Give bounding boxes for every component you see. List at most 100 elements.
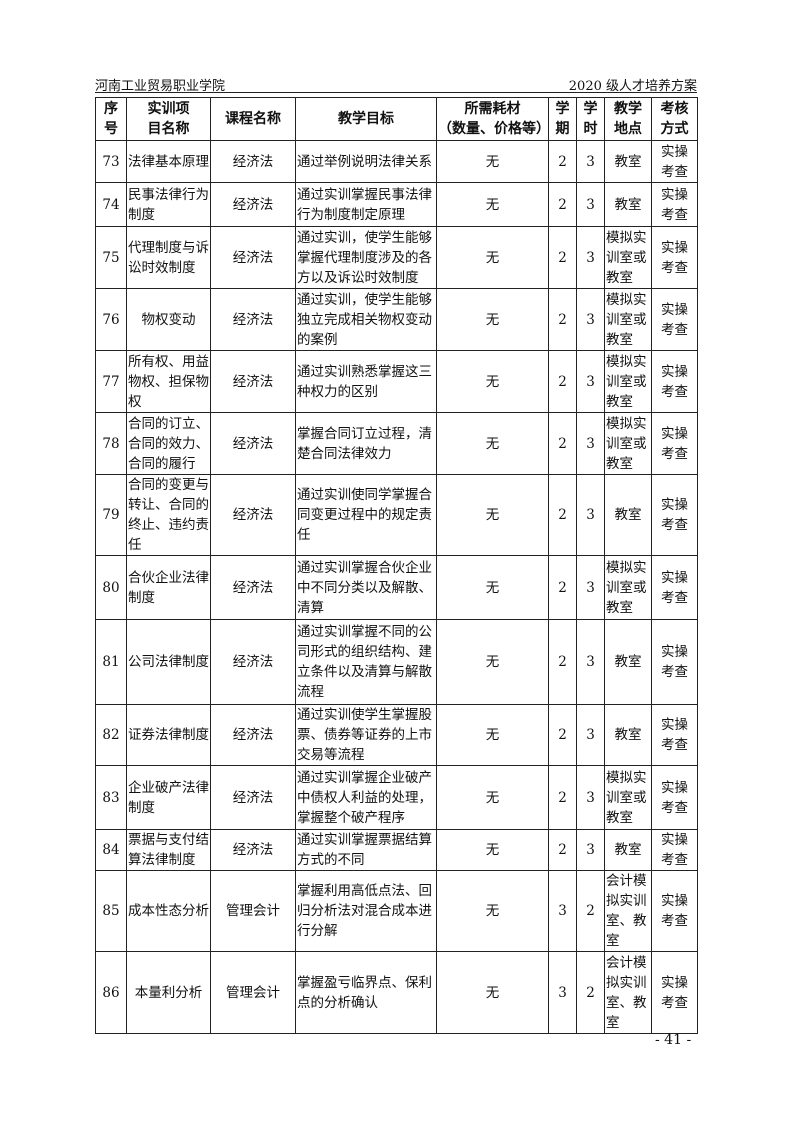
cell-assessment: 实操 考查 bbox=[651, 350, 698, 413]
cell-hours: 2 bbox=[576, 870, 605, 952]
cell-no: 75 bbox=[95, 226, 127, 289]
cell-course: 经济法 bbox=[210, 288, 296, 351]
cell-place: 模拟实 训室或 教室 bbox=[604, 226, 652, 289]
cell-materials: 无 bbox=[436, 350, 549, 413]
cell-project-name: 合同的变更与 转让、合同的 终止、违约责 任 bbox=[126, 474, 211, 556]
page-number: - 41 - bbox=[655, 1032, 692, 1048]
cell-hours: 3 bbox=[576, 474, 605, 556]
cell-assessment: 实操 考查 bbox=[651, 829, 698, 871]
cell-assessment: 实操 考查 bbox=[651, 619, 698, 705]
training-projects-table: 序 号 实训项 目名称 课程名称 教学目标 所需耗材 （数量、价格等） 学 期 … bbox=[95, 97, 698, 1034]
cell-course: 管理会计 bbox=[210, 951, 296, 1034]
col-header-materials: 所需耗材 （数量、价格等） bbox=[436, 97, 549, 141]
table-row: 86 本量利分析 管理会计 掌握盈亏临界点、保利 点的分析确认无 3 2 会计模 拟实训 室… bbox=[95, 951, 698, 1034]
cell-assessment: 实操 考查 bbox=[651, 140, 698, 183]
header-document-title: 2020 级人才培养方案 bbox=[568, 79, 697, 94]
cell-project-name: 民事法律行为 制度 bbox=[126, 182, 211, 227]
cell-goal: 通过实训，使学生能够 掌握代理制度涉及的各 方以及诉讼时效制度 bbox=[295, 226, 437, 289]
cell-materials: 无 bbox=[436, 226, 549, 289]
cell-hours: 3 bbox=[576, 704, 605, 766]
cell-no: 79 bbox=[95, 474, 127, 556]
cell-materials: 无 bbox=[436, 474, 549, 556]
cell-no: 84 bbox=[95, 829, 127, 871]
cell-term: 2 bbox=[548, 555, 577, 620]
cell-term: 2 bbox=[548, 140, 577, 183]
cell-course: 经济法 bbox=[210, 226, 296, 289]
table-row: 73 法律基本原理 经济法 通过举例说明法律关系无 2 3 教室 实操 考查 bbox=[95, 140, 698, 183]
cell-goal: 通过实训掌握合伙企业 中不同分类以及解散、 清算 bbox=[295, 555, 437, 620]
col-header-place: 教学 地点 bbox=[604, 97, 652, 141]
cell-term: 2 bbox=[548, 412, 577, 475]
cell-term: 2 bbox=[548, 619, 577, 705]
table-row: 74 民事法律行为 制度 经济法 通过实训掌握民事法律 行为制度制定原理无 2 3 教室 实操… bbox=[95, 182, 698, 227]
col-header-course: 课程名称 bbox=[210, 97, 296, 141]
table-row: 80 合伙企业法律 制度 经济法 通过实训掌握合伙企业 中不同分类以及解散、 清算无 2… bbox=[95, 555, 698, 620]
cell-no: 80 bbox=[95, 555, 127, 620]
cell-hours: 2 bbox=[576, 951, 605, 1034]
cell-materials: 无 bbox=[436, 704, 549, 766]
header-institution: 河南工业贸易职业学院 bbox=[95, 79, 226, 94]
cell-place: 教室 bbox=[604, 829, 652, 871]
cell-assessment: 实操 考查 bbox=[651, 182, 698, 227]
table-row: 84 票据与支付结 算法律制度 经济法 通过实训掌握票据结算 方式的不同无 2 3 教室 实操… bbox=[95, 829, 698, 871]
cell-course: 管理会计 bbox=[210, 870, 296, 952]
table-row: 79 合同的变更与 转让、合同的 终止、违约责 任经济法 通过实训使同学掌握合 同变… bbox=[95, 474, 698, 556]
table-header-row: 序 号 实训项 目名称 课程名称 教学目标 所需耗材 （数量、价格等） 学 期 … bbox=[95, 97, 698, 141]
cell-materials: 无 bbox=[436, 951, 549, 1034]
table-row: 76 物权变动 经济法 通过实训，使学生能够 独立完成相关物权变动 的案例无 2 3 模拟实… bbox=[95, 288, 698, 351]
cell-term: 2 bbox=[548, 350, 577, 413]
cell-goal: 通过举例说明法律关系 bbox=[295, 140, 437, 183]
cell-course: 经济法 bbox=[210, 619, 296, 705]
cell-materials: 无 bbox=[436, 619, 549, 705]
cell-term: 2 bbox=[548, 182, 577, 227]
cell-project-name: 法律基本原理 bbox=[126, 140, 211, 183]
cell-goal: 通过实训，使学生能够 独立完成相关物权变动 的案例 bbox=[295, 288, 437, 351]
cell-goal: 通过实训使同学掌握合 同变更过程中的规定责 任 bbox=[295, 474, 437, 556]
cell-no: 73 bbox=[95, 140, 127, 183]
table-row: 82 证券法律制度 经济法 通过实训使学生掌握股 票、债券等证券的上市 交易等流程无 2… bbox=[95, 704, 698, 766]
cell-no: 78 bbox=[95, 412, 127, 475]
cell-hours: 3 bbox=[576, 288, 605, 351]
cell-no: 85 bbox=[95, 870, 127, 952]
cell-goal: 通过实训使学生掌握股 票、债券等证券的上市 交易等流程 bbox=[295, 704, 437, 766]
cell-course: 经济法 bbox=[210, 704, 296, 766]
cell-term: 2 bbox=[548, 226, 577, 289]
cell-project-name: 成本性态分析 bbox=[126, 870, 211, 952]
cell-materials: 无 bbox=[436, 182, 549, 227]
col-header-hours: 学 时 bbox=[576, 97, 605, 141]
cell-term: 3 bbox=[548, 951, 577, 1034]
table-row: 81 公司法律制度 经济法 通过实训掌握不同的公 司形式的组织结构、建 立条件以及清算… bbox=[95, 619, 698, 705]
cell-materials: 无 bbox=[436, 765, 549, 830]
cell-place: 教室 bbox=[604, 474, 652, 556]
cell-assessment: 实操 考查 bbox=[651, 870, 698, 952]
cell-place: 会计模 拟实训 室、教 室 bbox=[604, 870, 652, 952]
col-header-goal: 教学目标 bbox=[295, 97, 437, 141]
cell-assessment: 实操 考查 bbox=[651, 765, 698, 830]
cell-materials: 无 bbox=[436, 288, 549, 351]
cell-materials: 无 bbox=[436, 555, 549, 620]
cell-course: 经济法 bbox=[210, 140, 296, 183]
cell-assessment: 实操 考查 bbox=[651, 704, 698, 766]
cell-no: 74 bbox=[95, 182, 127, 227]
cell-goal: 通过实训掌握票据结算 方式的不同 bbox=[295, 829, 437, 871]
cell-place: 教室 bbox=[604, 704, 652, 766]
cell-place: 模拟实 训室或 教室 bbox=[604, 350, 652, 413]
cell-project-name: 证券法律制度 bbox=[126, 704, 211, 766]
cell-place: 教室 bbox=[604, 619, 652, 705]
cell-project-name: 物权变动 bbox=[126, 288, 211, 351]
cell-course: 经济法 bbox=[210, 829, 296, 871]
cell-assessment: 实操 考查 bbox=[651, 555, 698, 620]
cell-goal: 掌握合同订立过程，清 楚合同法律效力 bbox=[295, 412, 437, 475]
cell-course: 经济法 bbox=[210, 555, 296, 620]
cell-hours: 3 bbox=[576, 829, 605, 871]
cell-project-name: 所有权、用益 物权、担保物 权 bbox=[126, 350, 211, 413]
cell-assessment: 实操 考查 bbox=[651, 412, 698, 475]
cell-project-name: 票据与支付结 算法律制度 bbox=[126, 829, 211, 871]
cell-course: 经济法 bbox=[210, 765, 296, 830]
cell-assessment: 实操 考查 bbox=[651, 226, 698, 289]
cell-project-name: 合伙企业法律 制度 bbox=[126, 555, 211, 620]
table-row: 85 成本性态分析 管理会计 掌握利用高低点法、回 归分析法对混合成本进 行分解无 3 2… bbox=[95, 870, 698, 952]
cell-term: 2 bbox=[548, 288, 577, 351]
cell-no: 77 bbox=[95, 350, 127, 413]
cell-no: 86 bbox=[95, 951, 127, 1034]
